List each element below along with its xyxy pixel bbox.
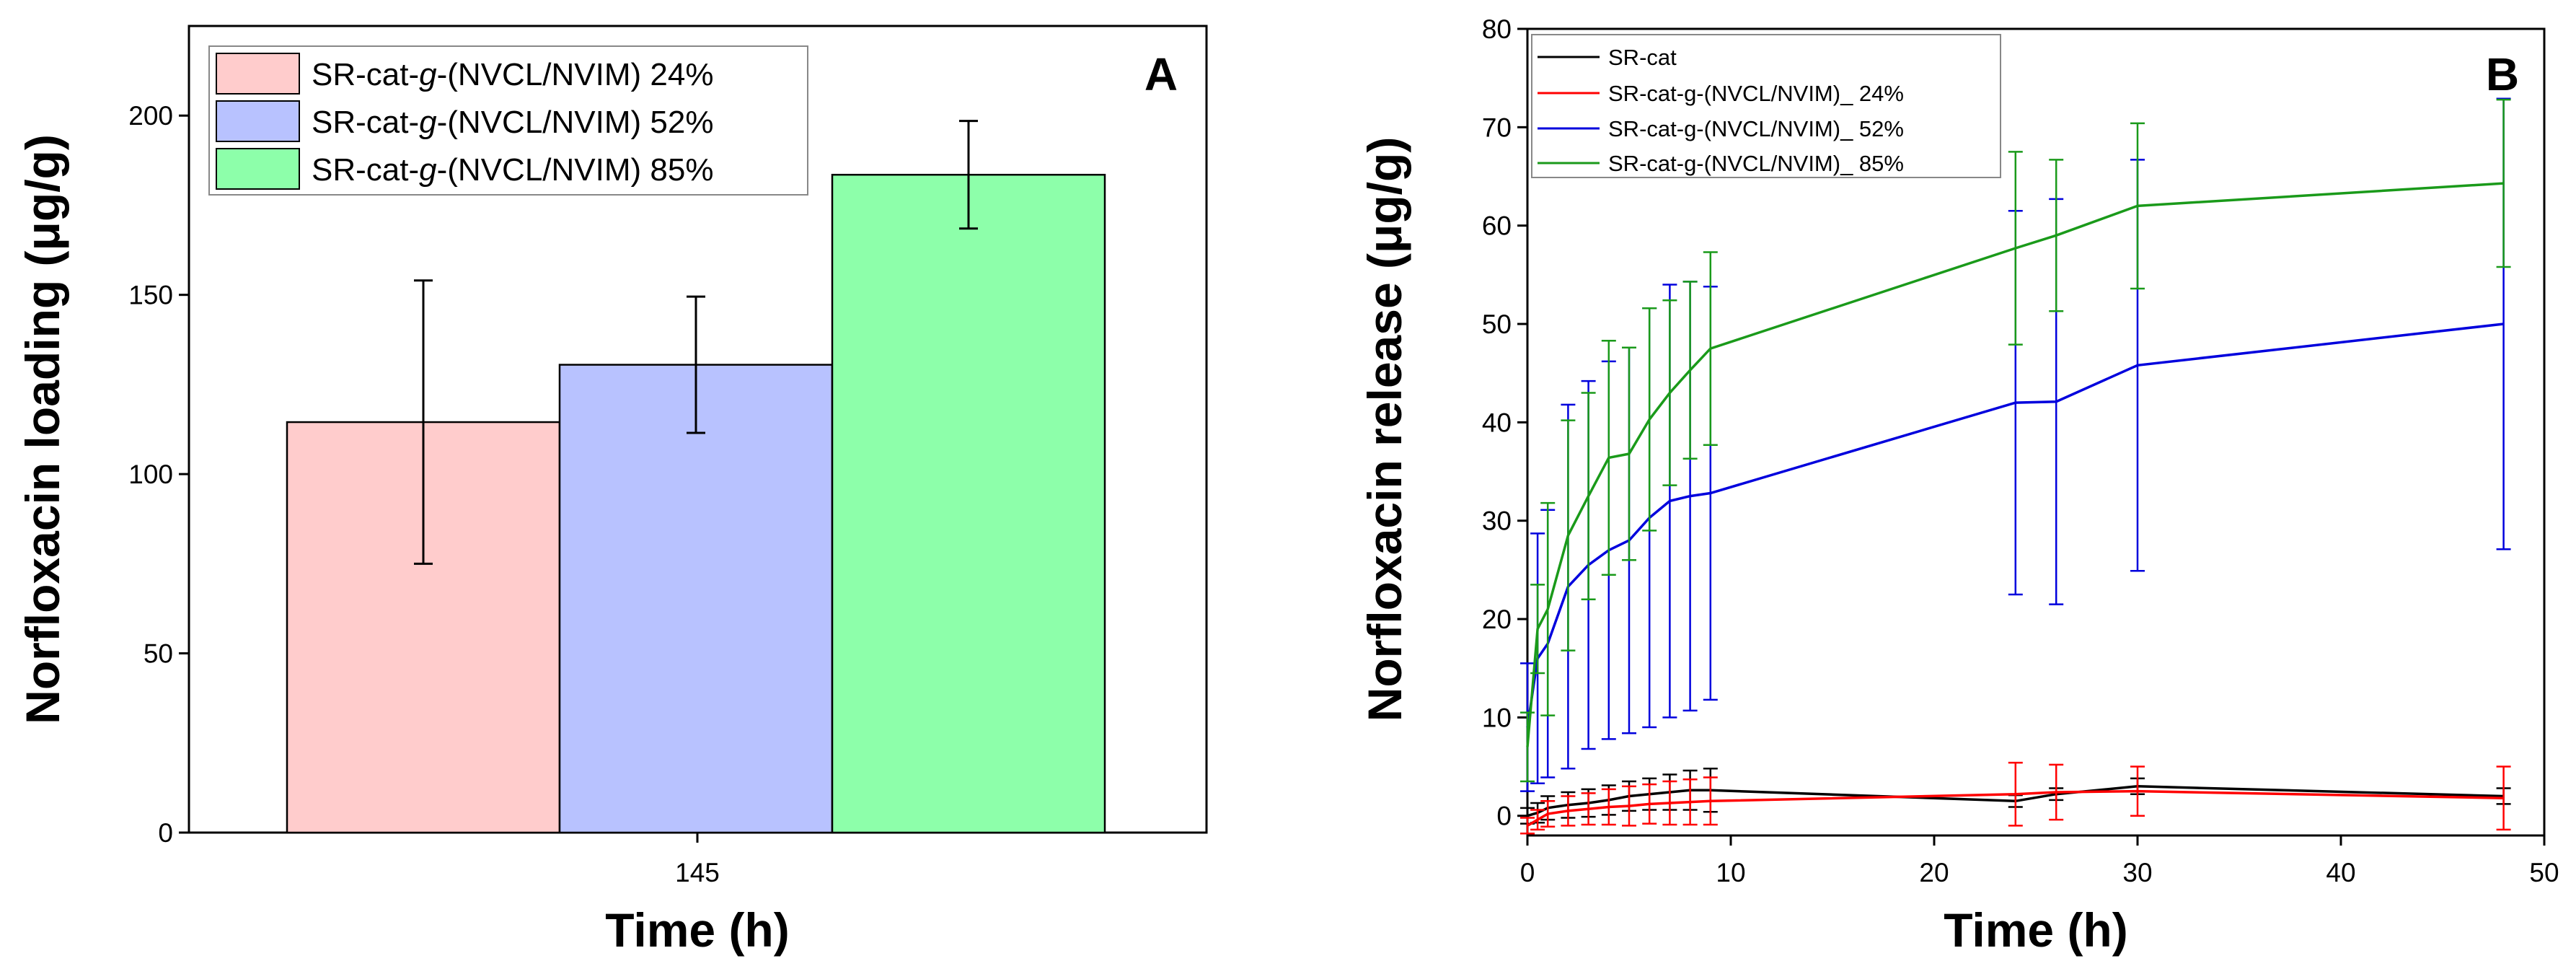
legend-swatch-52 [216,100,300,142]
panel-a-y-tick-label: 50 [144,639,173,669]
bar-52pct [558,364,834,834]
panel-b-legend: SR-cat SR-cat-g-(NVCL/NVIM)_ 24% SR-cat-… [1531,34,2001,178]
panel-b-x-tick-label: 30 [2122,858,2152,887]
panel-b-y-tick-label: 30 [1482,506,1512,536]
panel-b-letter: B [2486,48,2519,100]
legend-label-b-85: SR-cat-g-(NVCL/NVIM)_ 85% [1608,151,1904,176]
panel-b-line-chart: 0 10 20 30 40 50 60 70 80 0 10 20 30 40 50 Time (h) N… [1358,14,2559,957]
bar-85pct [831,173,1106,834]
panel-a-y-ticks: 0 50 100 150 200 [128,101,189,848]
legend-label-52: SR-cat-g-(NVCL/NVIM) 52% [312,105,713,140]
panel-a-bar-chart: 0 50 100 150 200 145 Time (h) Norfloxacin lo… [16,25,1208,957]
panel-b-plot-frame [1526,27,2546,837]
panel-b-x-tick-label: 20 [1919,858,1949,887]
series-3 [1520,98,2511,783]
panel-a-letter: A [1144,48,1178,100]
panel-b-series [1520,97,2511,835]
panel-b-legend-frame [1531,34,2001,178]
panel-b-x-ticks: 0 10 20 30 40 50 [1520,835,2559,887]
series-line [1527,789,2504,827]
panel-b-y-tick-label: 60 [1482,211,1512,241]
panel-b-x-tick-label: 0 [1520,858,1535,887]
legend-label-sr-cat: SR-cat [1608,45,1677,70]
panel-b-y-tick-label: 40 [1482,408,1512,437]
panel-b-y-axis-title: Norfloxacin release (μg/g) [1358,137,1411,722]
legend-label-b-24: SR-cat-g-(NVCL/NVIM)_ 24% [1608,81,1904,106]
panel-b-y-tick-label: 50 [1482,310,1512,339]
series-line [1526,182,2504,747]
panel-a-legend-frame [208,45,808,196]
legend-label-24: SR-cat-g-(NVCL/NVIM) 24% [312,57,713,92]
panel-b-x-tick-label: 50 [2529,858,2559,887]
panel-b-x-axis-title: Time (h) [1944,903,2127,957]
panel-b-x-tick-label: 10 [1716,858,1745,887]
series-1 [1520,761,2511,835]
panel-a-y-tick-label: 150 [128,281,173,310]
panel-a-y-tick-label: 0 [158,818,173,848]
panel-a-legend: SR-cat-g-(NVCL/NVIM) 24% SR-cat-g-(NVCL/… [208,45,808,196]
panel-b-y-ticks: 0 10 20 30 40 50 60 70 80 [1482,14,1527,831]
panel-b-y-tick-label: 0 [1496,802,1512,831]
panel-b-y-tick-label: 70 [1482,113,1512,142]
panel-a-y-tick-label: 100 [128,460,173,489]
panel-a-bars [286,173,1106,834]
legend-swatch-24 [216,53,300,95]
panel-a-error-bars [414,120,978,565]
legend-swatch-85 [216,148,300,190]
panel-a-x-axis-title: Time (h) [605,903,789,957]
panel-b-y-tick-label: 10 [1482,703,1512,732]
panel-b-y-tick-label: 80 [1482,14,1512,44]
legend-label-85: SR-cat-g-(NVCL/NVIM) 85% [312,152,713,188]
panel-a-x-tick-label: 145 [675,858,720,887]
panel-b-x-tick-label: 40 [2326,858,2355,887]
panel-b-y-tick-label: 20 [1482,605,1512,634]
legend-label-b-52: SR-cat-g-(NVCL/NVIM)_ 52% [1608,116,1904,141]
panel-a-y-axis-title: Norfloxacin loading (μg/g) [16,134,69,724]
panel-a-y-tick-label: 200 [128,101,173,131]
